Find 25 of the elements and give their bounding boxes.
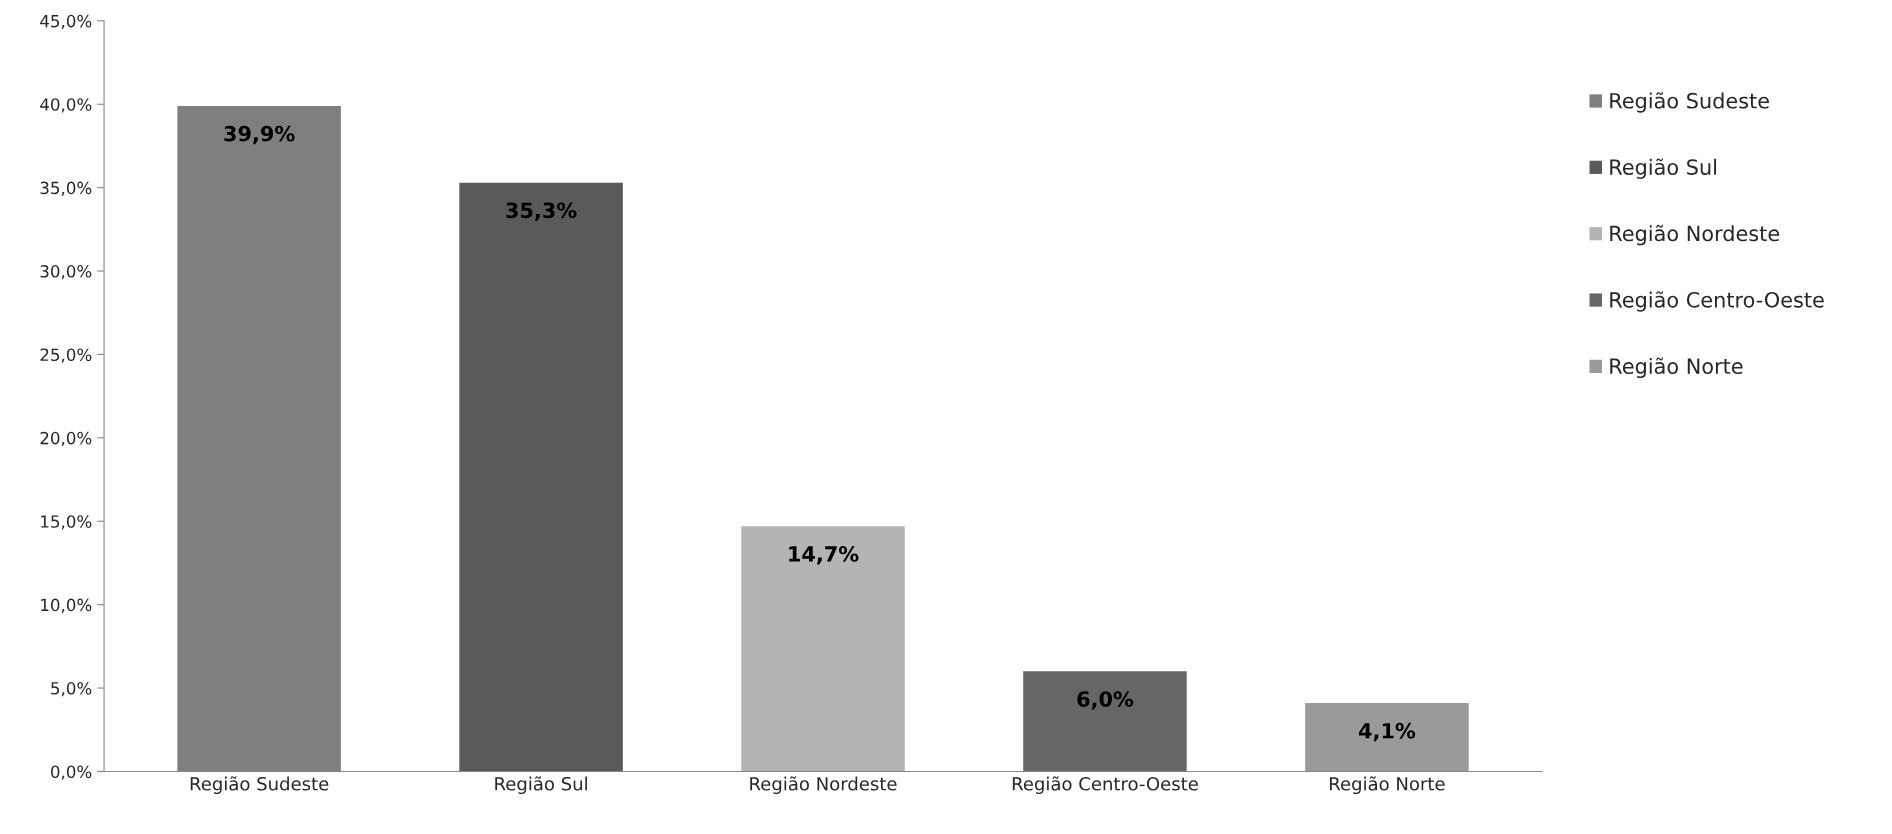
y-tick-label: 40,0% xyxy=(40,98,92,113)
y-tick-label: 45,0% xyxy=(40,14,92,30)
y-tick-label: 30,0% xyxy=(40,265,92,280)
y-tick-label: 10,0% xyxy=(41,598,92,613)
legend-label: Região Sul xyxy=(1610,158,1716,180)
y-tick-label: 5,0% xyxy=(51,682,92,697)
data-label: 14,7% xyxy=(789,546,859,565)
data-label: 6,0% xyxy=(1077,691,1134,710)
y-tick-label: 0,0% xyxy=(51,765,92,780)
y-tick-label: 20,0% xyxy=(40,431,92,447)
data-label: 4,1% xyxy=(1358,722,1416,742)
x-tick-label: Região Norte xyxy=(1330,776,1445,795)
legend-label: Região Sudeste xyxy=(1610,92,1769,113)
x-tick-label: Região Nordeste xyxy=(750,776,897,795)
y-tick-label: 15,0% xyxy=(41,515,92,530)
legend-label: Região Norte xyxy=(1610,357,1743,379)
data-label: 39,9% xyxy=(224,125,295,145)
x-tick-label: Região Sul xyxy=(495,776,587,795)
legend-label: Região Centro-Oeste xyxy=(1610,291,1824,312)
legend-label: Região Nordeste xyxy=(1610,224,1780,246)
x-tick-label: Região Centro-Oeste xyxy=(1012,776,1198,795)
data-label: 35,3% xyxy=(506,202,577,221)
y-tick-label: 35,0% xyxy=(40,181,92,196)
y-tick-label: 25,0% xyxy=(40,348,92,363)
x-tick-label: Região Sudeste xyxy=(190,776,329,795)
